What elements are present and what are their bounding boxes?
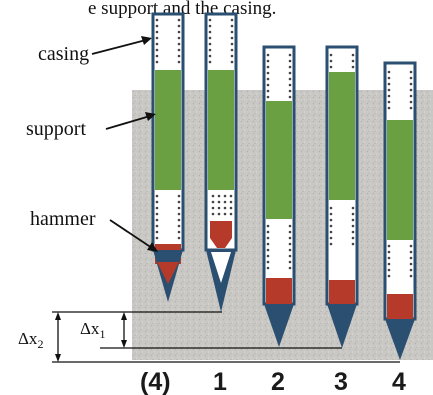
stage-label-3: 3: [334, 368, 348, 395]
casing-dots: [329, 53, 355, 246]
dx2-label: Δx2: [18, 329, 43, 351]
pile-stage-4: [383, 61, 417, 360]
casing-label: casing: [38, 43, 89, 65]
pile-stage-initial: [151, 12, 185, 302]
support: [208, 70, 234, 190]
pile-stage-3: [325, 45, 359, 348]
casing-tip: [385, 319, 415, 360]
dx1-label: Δx1: [80, 319, 105, 341]
casing-arrow: [91, 36, 152, 55]
hammer: [329, 280, 355, 304]
casing-tip: [264, 304, 294, 347]
pile-stage-2: [262, 45, 296, 347]
casing-dots: [208, 18, 234, 216]
support-label: support: [26, 118, 86, 140]
hammer: [266, 278, 292, 304]
stage-label-initial: (4): [140, 368, 171, 395]
casing-tip-inner: [211, 252, 231, 283]
support: [155, 70, 181, 190]
support: [387, 120, 413, 240]
casing-dots: [387, 70, 413, 278]
hammer-tip: [157, 262, 179, 284]
hammer-arrow: [109, 219, 158, 252]
hammer: [387, 294, 413, 319]
dimension-dx2: [55, 312, 61, 362]
support: [329, 72, 355, 200]
hammer: [210, 221, 232, 248]
casing-dots: [266, 53, 292, 270]
pile-stage-1: [204, 12, 238, 312]
casing-dots: [155, 18, 181, 240]
support: [266, 101, 292, 219]
stage-label-1: 1: [213, 368, 227, 395]
dimension-dx1: [121, 312, 127, 348]
stage-label-4: 4: [392, 368, 406, 395]
stage-label-2: 2: [271, 368, 285, 395]
hammer-label: hammer: [30, 208, 96, 230]
support-arrow: [105, 112, 156, 130]
casing-tip: [327, 304, 357, 348]
